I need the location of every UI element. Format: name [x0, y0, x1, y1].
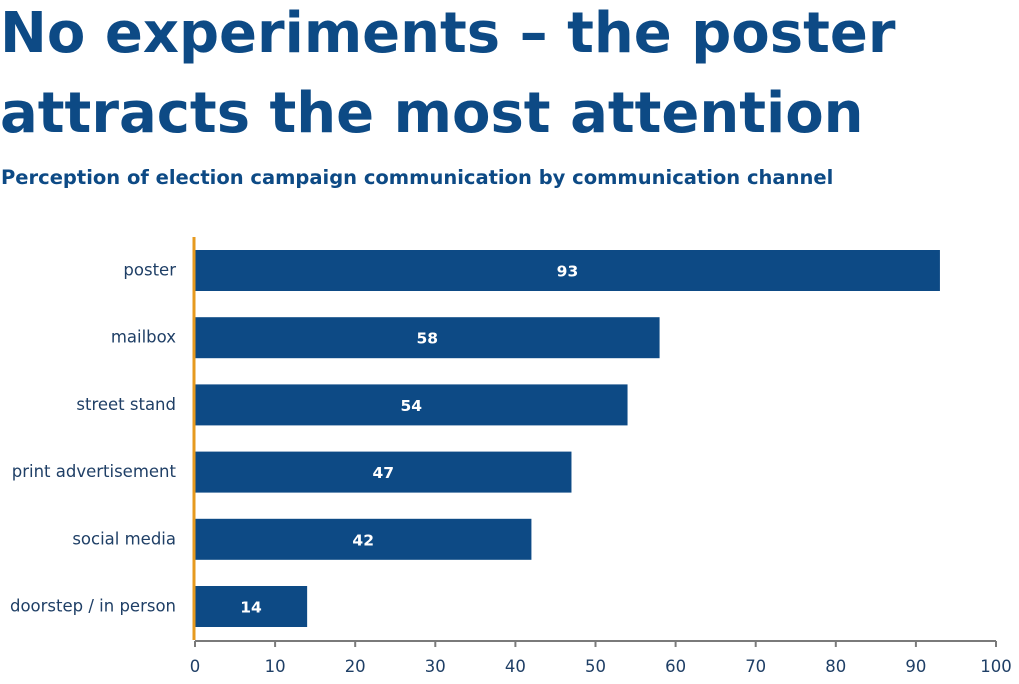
- x-tick-label: 10: [265, 657, 286, 676]
- x-tick-label: 0: [190, 657, 201, 676]
- chart-subtitle: Perception of election campaign communic…: [1, 166, 834, 189]
- bar: [195, 586, 308, 627]
- category-label: poster: [123, 261, 176, 280]
- chart-title-line-2: attracts the most attention: [0, 81, 864, 146]
- bar: [195, 250, 940, 291]
- chart-title: No experiments – the poster attracts the…: [0, 0, 895, 154]
- x-tick-label: 100: [980, 657, 1012, 676]
- category-label: print advertisement: [12, 462, 177, 481]
- category-label: doorstep / in person: [10, 597, 176, 616]
- bar-value-label: 42: [352, 531, 374, 549]
- bar: [195, 384, 628, 426]
- bar: [195, 451, 572, 493]
- bar: [195, 518, 532, 560]
- x-tick-label: 30: [425, 657, 446, 676]
- x-tick-label: 90: [905, 657, 926, 676]
- bar: [195, 317, 660, 359]
- bar-value-label: 58: [417, 330, 439, 348]
- category-label: mailbox: [111, 328, 176, 347]
- bar-value-label: 14: [240, 599, 262, 617]
- bar-value-label: 54: [400, 397, 422, 415]
- x-tick-label: 40: [505, 657, 526, 676]
- bar-value-label: 93: [557, 263, 579, 281]
- bar-value-label: 47: [372, 464, 394, 482]
- x-tick-label: 20: [345, 657, 366, 676]
- category-label: social media: [72, 529, 176, 548]
- x-tick-label: 80: [825, 657, 846, 676]
- x-tick-label: 50: [585, 657, 606, 676]
- x-tick-label: 60: [665, 657, 686, 676]
- category-label: street stand: [76, 395, 176, 414]
- chart-title-line-1: No experiments – the poster: [0, 1, 896, 66]
- x-tick-label: 70: [745, 657, 766, 676]
